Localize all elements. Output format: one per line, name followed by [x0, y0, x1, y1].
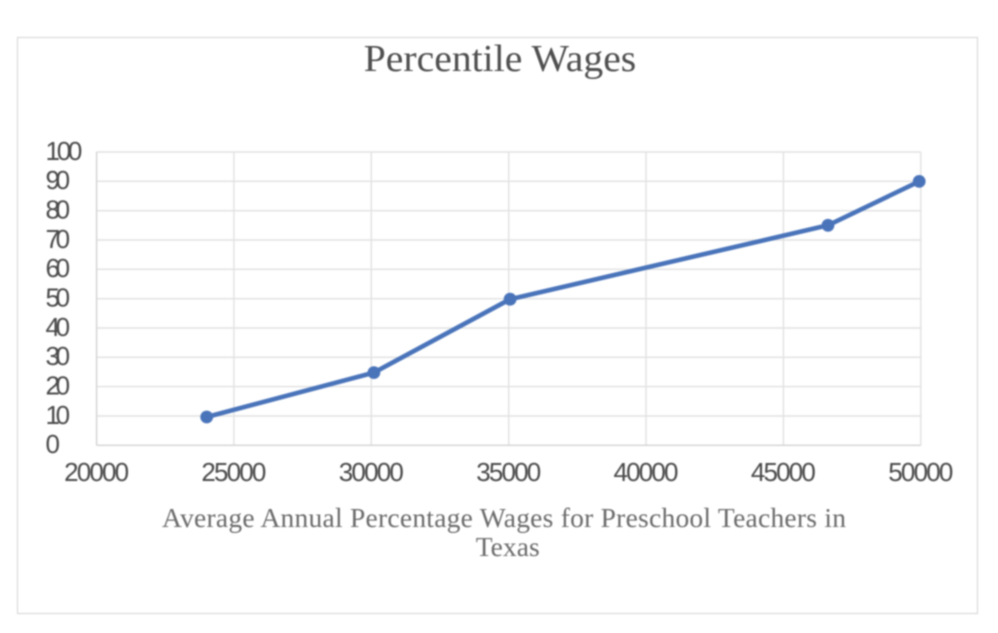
svg-text:70: 70: [46, 224, 71, 254]
svg-text:20: 20: [46, 370, 71, 400]
svg-text:0: 0: [46, 429, 60, 459]
svg-text:60: 60: [46, 253, 71, 283]
svg-text:80: 80: [46, 195, 71, 225]
svg-text:25000: 25000: [201, 457, 266, 487]
svg-text:40000: 40000: [614, 457, 679, 487]
svg-text:40: 40: [46, 312, 71, 342]
svg-text:50000: 50000: [888, 457, 953, 487]
svg-text:100: 100: [46, 136, 83, 166]
svg-text:50: 50: [46, 283, 71, 313]
svg-text:Average Annual Percentage Wage: Average Annual Percentage Wages for Pres…: [162, 502, 846, 533]
svg-text:30: 30: [46, 341, 71, 371]
svg-text:20000: 20000: [64, 457, 129, 487]
svg-text:90: 90: [46, 165, 71, 195]
svg-text:45000: 45000: [751, 457, 816, 487]
svg-text:35000: 35000: [476, 457, 541, 487]
svg-text:Texas: Texas: [476, 531, 540, 562]
svg-text:30000: 30000: [339, 457, 404, 487]
svg-text:Percentile Wages: Percentile Wages: [364, 38, 637, 80]
svg-text:10: 10: [46, 400, 71, 430]
